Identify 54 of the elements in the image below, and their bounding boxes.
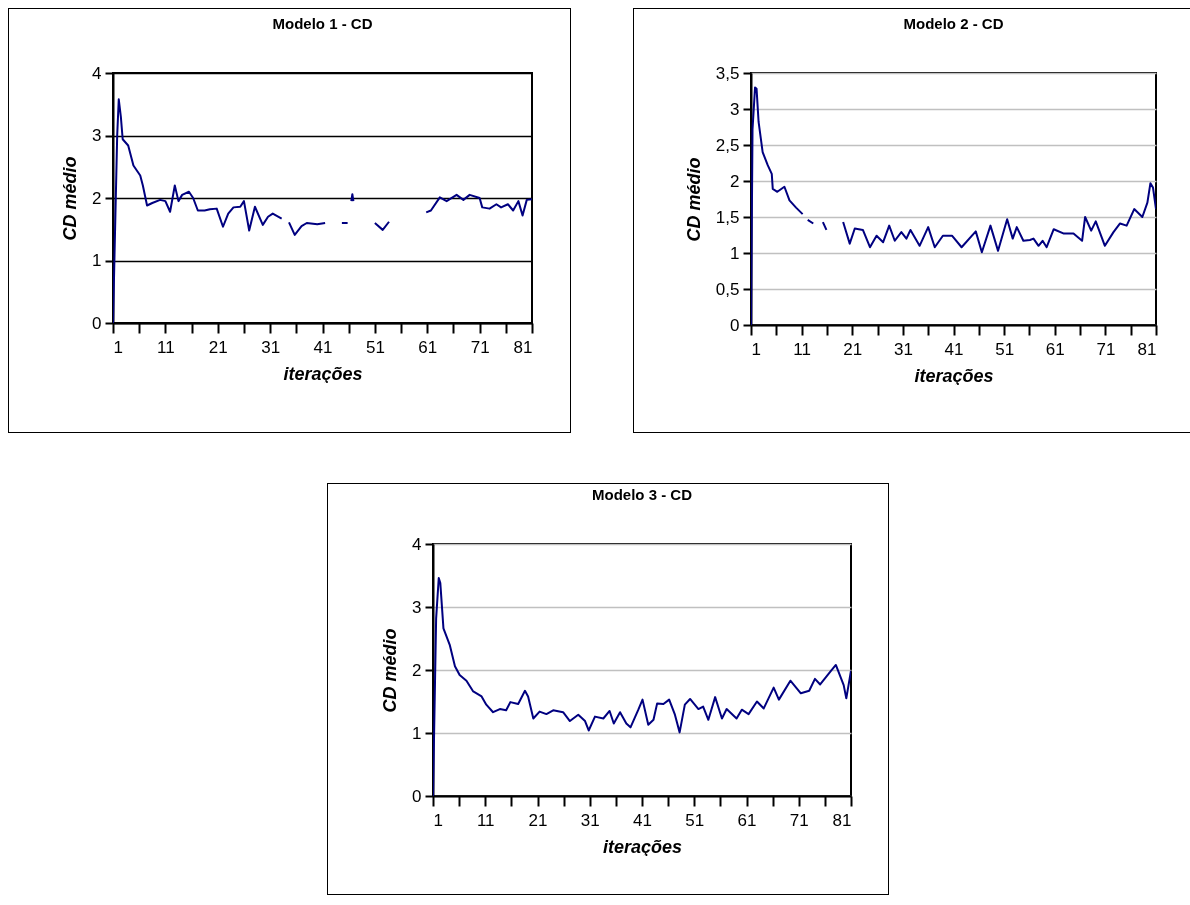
y-tick-label: 1,5 [715,207,740,227]
y-tick-label: 3 [730,99,740,119]
y-tick-label: 0,5 [715,279,740,299]
x-tick-label: 41 [313,337,333,357]
x-tick-label: 21 [843,339,863,359]
chart-title: Modelo 1 - CD [272,15,373,32]
x-tick-label: 31 [261,337,281,357]
x-tick-label: 1 [751,339,761,359]
x-tick-label: 1 [433,810,443,830]
y-tick-label: 1 [730,243,740,263]
x-tick-label: 21 [208,337,228,357]
x-tick-label: 71 [1096,339,1116,359]
x-tick-label: 1 [113,337,123,357]
y-tick-label: 1 [412,723,422,743]
y-axis-title: CD médio [60,156,81,241]
y-tick-label: 3 [92,126,102,145]
x-tick-label: 41 [944,339,964,359]
x-tick-label: 11 [793,339,811,359]
x-tick-label: 71 [470,337,490,357]
x-tick-label: 71 [789,810,809,830]
x-tick-label: 51 [685,810,705,830]
x-tick-label: 81 [1137,339,1157,359]
y-tick-label: 4 [92,63,102,83]
y-tick-label: 0 [92,313,102,333]
chart-title: Modelo 2 - CD [903,15,1004,32]
x-tick-label: 41 [633,810,652,830]
x-axis-title: iterações [602,836,683,857]
x-axis-title: iterações [914,365,994,386]
x-tick-label: 61 [737,810,757,830]
x-tick-label: 51 [365,337,385,357]
x-tick-label: 31 [893,339,913,359]
y-tick-label: 0 [412,786,422,806]
x-tick-label: 31 [580,810,600,830]
y-tick-label: 4 [412,534,422,554]
y-tick-label: 2 [730,171,740,191]
y-tick-label: 3,5 [715,63,740,83]
y-tick-label: 2 [92,188,102,208]
x-axis-title: iterações [283,363,363,384]
y-axis-title: CD médio [380,628,401,713]
y-tick-label: 3 [412,597,422,617]
y-tick-label: 2 [412,660,422,680]
chart-title: Modelo 3 - CD [592,486,693,503]
x-tick-label: 21 [528,810,548,830]
y-axis-title: CD médio [683,157,704,242]
x-tick-label: 61 [1045,339,1065,359]
y-tick-label: 2,5 [715,135,740,155]
x-tick-label: 11 [476,810,495,830]
y-tick-label: 0 [730,315,740,335]
x-tick-label: 11 [157,337,175,357]
x-tick-label: 61 [418,337,438,357]
x-tick-label: 51 [995,339,1015,359]
y-tick-label: 1 [92,251,102,270]
x-tick-label: 81 [832,810,852,830]
x-tick-label: 81 [513,337,533,357]
